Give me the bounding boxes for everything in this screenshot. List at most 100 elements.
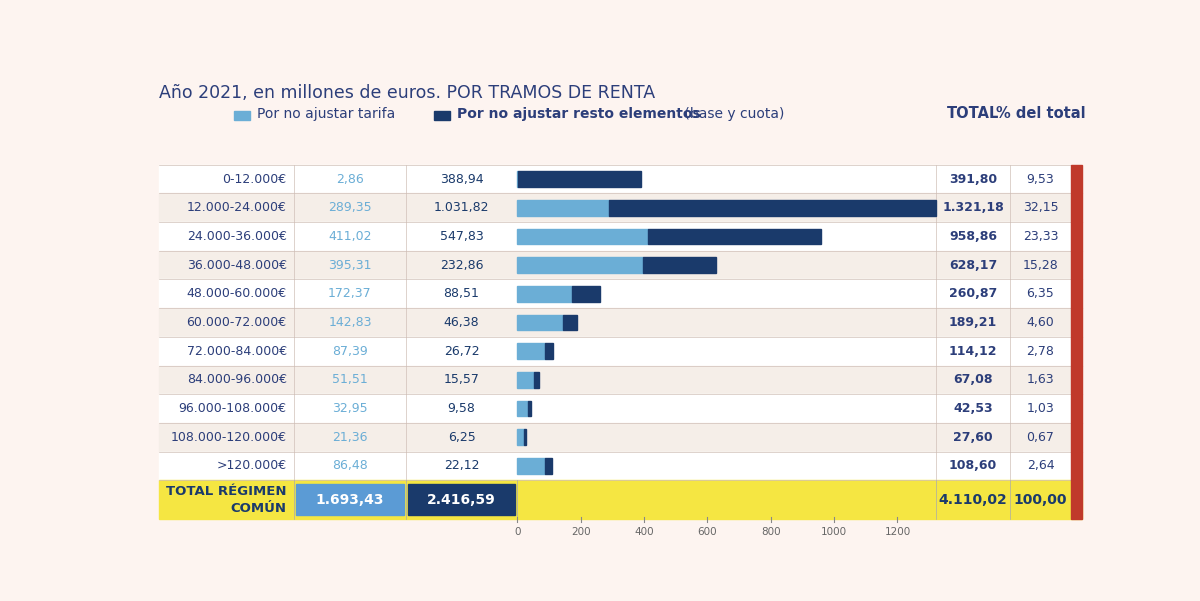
Bar — [160, 279, 1070, 308]
Text: 142,83: 142,83 — [329, 316, 372, 329]
Text: 0,67: 0,67 — [1026, 431, 1055, 444]
Text: 60.000-72.000€: 60.000-72.000€ — [186, 316, 287, 329]
Text: 2.416,59: 2.416,59 — [427, 493, 496, 507]
Text: 86,48: 86,48 — [332, 459, 368, 472]
Text: 15,57: 15,57 — [444, 373, 480, 386]
Bar — [160, 194, 1070, 222]
Text: 388,94: 388,94 — [439, 172, 484, 186]
Bar — [1070, 337, 1082, 365]
Text: 1.693,43: 1.693,43 — [316, 493, 384, 507]
Text: 4,60: 4,60 — [1026, 316, 1055, 329]
Text: 21,36: 21,36 — [332, 431, 367, 444]
Text: 96.000-108.000€: 96.000-108.000€ — [179, 402, 287, 415]
Text: 84.000-96.000€: 84.000-96.000€ — [187, 373, 287, 386]
Bar — [160, 222, 1070, 251]
Text: 1000: 1000 — [821, 527, 847, 537]
Text: % del total: % del total — [996, 106, 1085, 121]
Bar — [160, 365, 1070, 394]
Text: 32,15: 32,15 — [1022, 201, 1058, 214]
Text: TOTAL: TOTAL — [947, 106, 1000, 121]
Bar — [160, 251, 1070, 279]
Bar — [160, 308, 1070, 337]
Bar — [517, 458, 545, 474]
Text: 2,78: 2,78 — [1026, 344, 1055, 358]
Text: 628,17: 628,17 — [949, 258, 997, 272]
Text: Por no ajustar resto elementos: Por no ajustar resto elementos — [457, 107, 701, 121]
Text: 2,86: 2,86 — [336, 172, 364, 186]
Bar — [1070, 165, 1082, 194]
Bar — [160, 165, 1070, 194]
Bar — [1070, 222, 1082, 251]
Text: 36.000-48.000€: 36.000-48.000€ — [187, 258, 287, 272]
Bar — [517, 372, 534, 388]
Bar — [1070, 251, 1082, 279]
Bar — [1070, 194, 1082, 222]
Bar — [160, 451, 1070, 480]
Bar — [1070, 308, 1082, 337]
Bar — [610, 200, 936, 216]
Text: 0: 0 — [514, 527, 521, 537]
Bar — [517, 401, 528, 416]
Text: 42,53: 42,53 — [953, 402, 992, 415]
Text: 87,39: 87,39 — [332, 344, 368, 358]
Bar — [517, 228, 648, 244]
Bar — [648, 228, 821, 244]
Text: 395,31: 395,31 — [329, 258, 372, 272]
Bar — [160, 394, 1070, 423]
Text: 46,38: 46,38 — [444, 316, 479, 329]
Text: 289,35: 289,35 — [328, 201, 372, 214]
Bar — [160, 480, 1082, 519]
Text: 1,03: 1,03 — [1026, 402, 1055, 415]
Text: 26,72: 26,72 — [444, 344, 479, 358]
Text: 12.000-24.000€: 12.000-24.000€ — [187, 201, 287, 214]
Text: (base y cuota): (base y cuota) — [680, 107, 785, 121]
Text: 1,63: 1,63 — [1027, 373, 1055, 386]
Bar — [1070, 279, 1082, 308]
Bar — [517, 343, 545, 359]
Text: 6,35: 6,35 — [1026, 287, 1055, 300]
Text: 22,12: 22,12 — [444, 459, 479, 472]
Text: Por no ajustar tarifa: Por no ajustar tarifa — [257, 107, 395, 121]
Text: 1.031,82: 1.031,82 — [434, 201, 490, 214]
Bar — [518, 171, 642, 187]
Text: 6,25: 6,25 — [448, 431, 475, 444]
Text: >120.000€: >120.000€ — [216, 459, 287, 472]
Text: 114,12: 114,12 — [949, 344, 997, 358]
Bar — [1070, 423, 1082, 451]
Bar — [1070, 394, 1082, 423]
Bar — [563, 314, 577, 331]
Text: 958,86: 958,86 — [949, 230, 997, 243]
Bar — [517, 314, 563, 331]
Bar — [433, 111, 450, 120]
Bar — [234, 111, 251, 120]
Bar — [1070, 365, 1082, 394]
Bar — [296, 484, 404, 515]
Text: 547,83: 547,83 — [439, 230, 484, 243]
Text: 9,53: 9,53 — [1026, 172, 1055, 186]
Text: Año 2021, en millones de euros. POR TRAMOS DE RENTA: Año 2021, en millones de euros. POR TRAM… — [160, 84, 655, 102]
Bar — [524, 429, 526, 445]
Text: 600: 600 — [697, 527, 718, 537]
Bar — [545, 458, 552, 474]
Text: 172,37: 172,37 — [328, 287, 372, 300]
Text: 23,33: 23,33 — [1022, 230, 1058, 243]
Bar — [1070, 480, 1082, 519]
Text: 200: 200 — [571, 527, 590, 537]
Text: 67,08: 67,08 — [953, 373, 992, 386]
Text: 0-12.000€: 0-12.000€ — [222, 172, 287, 186]
Text: 1200: 1200 — [884, 527, 911, 537]
Text: 51,51: 51,51 — [332, 373, 368, 386]
Text: 15,28: 15,28 — [1022, 258, 1058, 272]
Text: 260,87: 260,87 — [949, 287, 997, 300]
Bar — [572, 286, 600, 302]
Bar — [534, 372, 539, 388]
Text: 48.000-60.000€: 48.000-60.000€ — [186, 287, 287, 300]
Text: 411,02: 411,02 — [329, 230, 372, 243]
Text: 72.000-84.000€: 72.000-84.000€ — [186, 344, 287, 358]
Text: 9,58: 9,58 — [448, 402, 475, 415]
Text: 400: 400 — [635, 527, 654, 537]
Text: 108,60: 108,60 — [949, 459, 997, 472]
Bar — [160, 423, 1070, 451]
Bar — [517, 286, 572, 302]
Text: 108.000-120.000€: 108.000-120.000€ — [170, 431, 287, 444]
